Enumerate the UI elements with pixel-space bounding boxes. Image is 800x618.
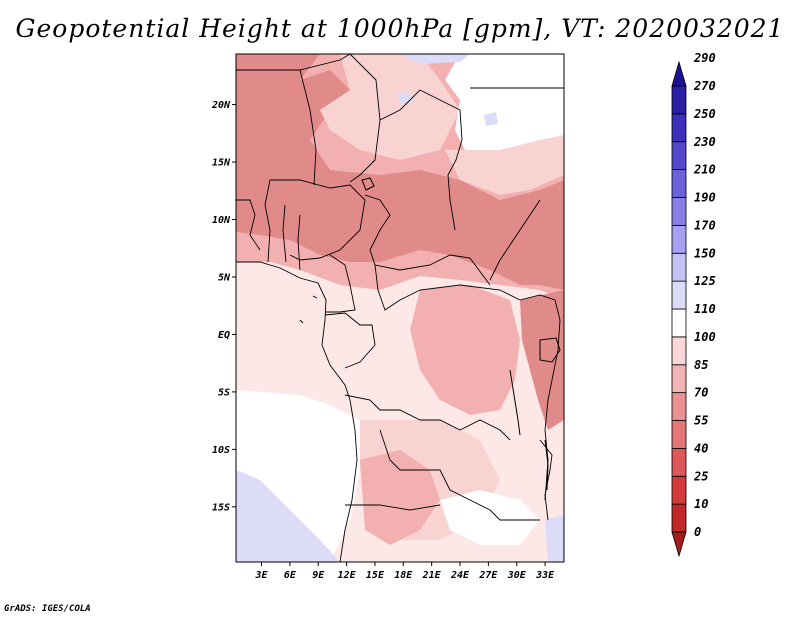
lat-tick-label: 10S [212,445,230,456]
lakes [361,177,561,491]
field-north-light [320,54,460,160]
lat-tick-label: 10N [212,215,231,226]
border-chad-sudan [379,89,463,231]
border-mali-niger [299,69,317,186]
colorbar-box [671,197,687,226]
colorbar-label: 100 [694,330,716,344]
grads-credit: GrADS: IGES/COLA [4,604,91,614]
country-borders [236,54,564,562]
colorbar-label: 190 [694,191,716,205]
lat-tick-label: 15N [212,158,231,169]
border-drc-angola [344,394,511,441]
colorbar-box [671,113,687,143]
colorbar: 0 10 25 40 55 70 85 100 110 125 150 170 190 210 230 250… [671,51,716,558]
border-niger-libya [349,54,381,183]
colorbar-box [671,85,687,115]
longitude-axis: 3E 6E 9E 12E 15E 18E 21E 24E 27E 30E 33E [254,562,555,581]
geopotential-field [236,54,564,562]
colorbar-box [671,280,687,310]
lake-tanganyika [509,369,521,436]
lake-chad [361,177,375,191]
border-mozambique [539,439,553,521]
colorbar-label: 0 [694,525,701,539]
border-west-coast-states [236,179,301,271]
colorbar-label: 10 [694,497,708,511]
lon-tick-label: 21E [422,570,442,581]
colorbar-box [671,503,687,533]
border-mauritania-mali [236,54,351,71]
lon-tick-label: 3E [254,570,268,581]
colorbar-label: 250 [693,107,716,121]
border-east-africa [519,294,561,501]
latitude-axis: 20N 15N 10N 5N EQ 5S 10S 15S [211,100,236,513]
colorbar-label: 25 [693,469,708,483]
lake-malawi [544,439,549,491]
lon-tick-label: 27E [478,570,498,581]
field-northeast-blue-2 [484,112,498,126]
chart-title: Geopotential Height at 1000hPa [gpm], VT… [15,14,785,43]
lon-tick-label: 6E [284,570,297,581]
atlantic-coastline [236,261,358,562]
colorbar-label: 150 [694,246,716,260]
colorbar-high-arrow [671,60,687,87]
border-angola-namibia [345,504,441,511]
lon-tick-label: 15E [366,570,385,581]
lon-tick-label: 30E [507,570,527,581]
field-northeast-fringe [445,135,564,195]
colorbar-box [671,475,687,505]
lat-tick-label: 20N [211,100,231,111]
lat-tick-label: 5N [218,272,231,283]
colorbar-label: 85 [694,358,708,372]
colorbar-box [671,364,687,394]
colorbar-label: 270 [693,79,716,93]
colorbar-box [671,447,687,477]
lon-tick-label: 33E [535,570,555,581]
colorbar-label: 110 [694,302,716,316]
lat-tick-label: EQ [218,330,230,341]
field-congo-mid [410,285,520,415]
lake-victoria [539,337,561,363]
colorbar-box [671,420,687,449]
lat-tick-label: 5S [218,387,230,398]
colorbar-label: 70 [694,386,708,400]
colorbar-label: 230 [693,135,716,149]
field-southeast-white [440,490,540,545]
colorbar-box [671,141,687,171]
colorbar-label: 170 [694,218,716,232]
border-car-congo [374,264,521,311]
field-northeast-white [445,54,564,170]
colorbar-box [671,252,687,282]
field-northeast-blue-1 [400,54,470,64]
colorbar-label: 40 [694,441,708,455]
field-sahel-dark [236,70,564,290]
border-angola-zambia [379,429,540,521]
border-sudan-ethiopia [489,199,541,281]
colorbar-label: 55 [694,414,708,428]
colorbar-box [671,169,687,198]
colorbar-box [671,308,687,338]
border-nigeria [270,179,366,261]
lat-tick-label: 15S [212,502,230,513]
colorbar-label: 290 [693,51,716,65]
colorbar-label: 125 [694,274,716,288]
border-cameroon [325,254,356,313]
colorbar-box [671,392,687,421]
map-frame [235,53,565,563]
lon-tick-label: 18E [394,570,413,581]
field-southwest-blue [236,470,340,562]
border-gabon-congo [324,312,376,369]
colorbar-label: 210 [693,163,716,177]
gulf-guinea-islands [299,295,318,324]
colorbar-box [671,224,687,254]
lon-tick-label: 9E [312,570,325,581]
lon-tick-label: 24E [450,570,470,581]
field-southeast-blue [545,515,564,562]
field-south-mid [360,450,440,545]
colorbar-box [671,336,687,366]
colorbar-low-arrow [671,531,687,558]
field-northwest-dark [236,54,320,160]
field-northeast-blue-3 [398,92,412,104]
lon-tick-label: 12E [338,570,357,581]
